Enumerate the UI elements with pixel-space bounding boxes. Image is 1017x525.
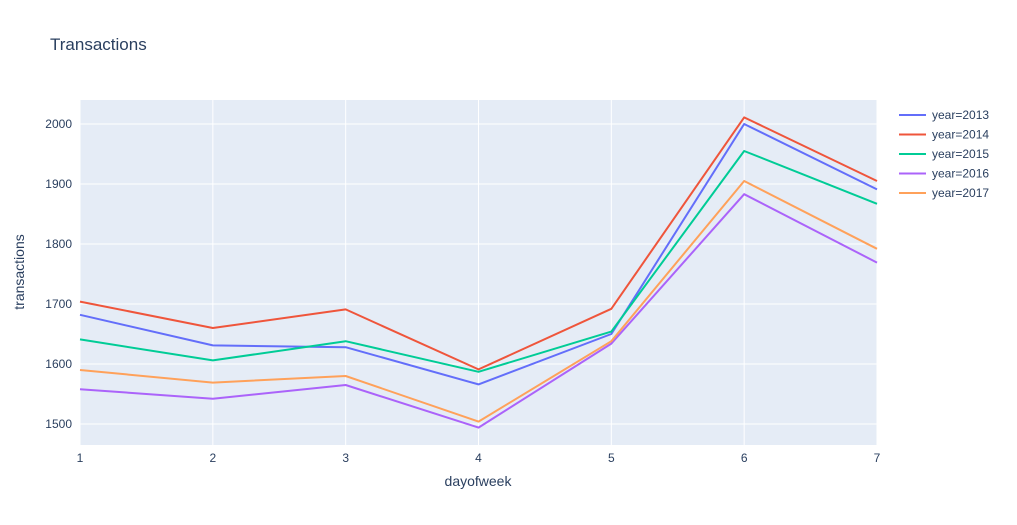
legend-item[interactable]: year=2016 [899,167,989,181]
legend-item[interactable]: year=2014 [899,128,989,142]
series-line-year-2016[interactable] [79,193,878,429]
legend-item[interactable]: year=2017 [899,186,989,200]
series-line-year-2017[interactable] [79,180,878,423]
series-lines [79,116,878,429]
x-tick-label: 2 [209,451,216,465]
x-tick-label: 7 [874,451,881,465]
series-line-year-2013[interactable] [79,123,878,386]
x-tick-label: 3 [342,451,349,465]
legend-label: year=2013 [932,108,989,122]
x-tick-label: 5 [608,451,615,465]
legend[interactable]: year=2013 year=2014 year=2015 year=2016 year… [899,108,989,200]
series-line-year-2015[interactable] [79,150,878,373]
y-axis-label: transactions [11,234,27,309]
x-tick-label: 4 [475,451,482,465]
y-tick-label: 1900 [45,177,72,191]
x-tick-labels: 1 2 3 4 5 6 7 [77,451,881,465]
y-tick-labels: 1500 1600 1700 1800 1900 2000 [45,117,72,431]
gridlines [79,100,878,445]
legend-item[interactable]: year=2015 [899,147,989,161]
x-tick-label: 1 [77,451,84,465]
y-tick-label: 1500 [45,417,72,431]
y-tick-label: 1800 [45,237,72,251]
legend-label: year=2015 [932,147,989,161]
legend-label: year=2016 [932,167,989,181]
y-tick-label: 1700 [45,297,72,311]
legend-label: year=2017 [932,186,989,200]
series-line-year-2014[interactable] [79,116,878,371]
x-axis-label: dayofweek [445,473,513,489]
legend-label: year=2014 [932,128,989,142]
chart-title: Transactions [50,35,147,54]
y-tick-label: 2000 [45,117,72,131]
legend-item[interactable]: year=2013 [899,108,989,122]
x-tick-label: 6 [741,451,748,465]
y-tick-label: 1600 [45,357,72,371]
